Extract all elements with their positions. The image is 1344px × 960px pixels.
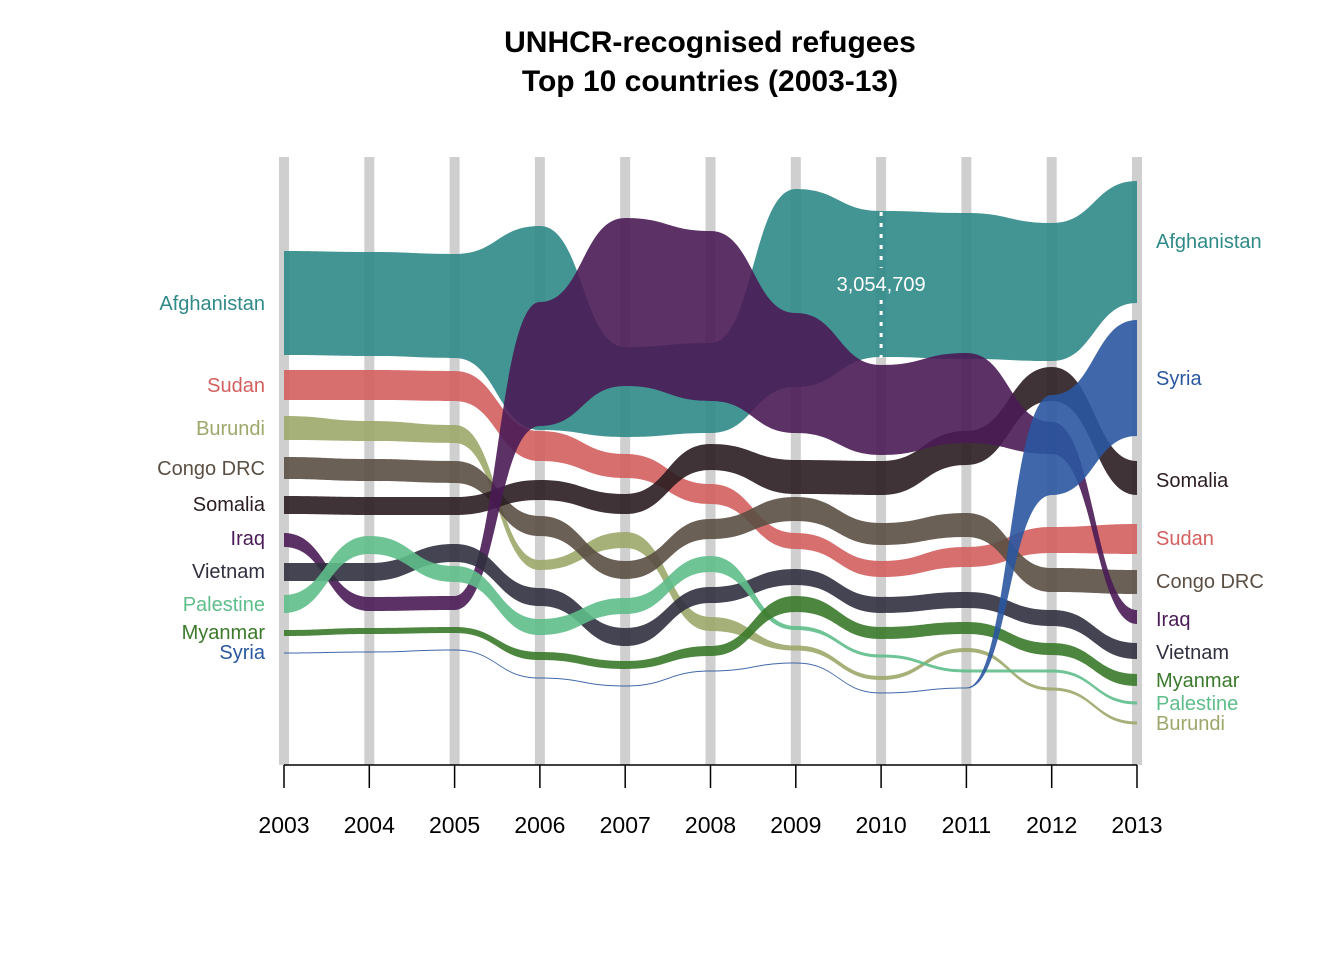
left-label-burundi: Burundi	[196, 418, 265, 440]
right-label-iraq: Iraq	[1156, 609, 1190, 631]
title-line-1: UNHCR-recognised refugees	[504, 26, 916, 59]
title-line-2: Top 10 countries (2003-13)	[522, 65, 898, 98]
stream-iraq	[284, 218, 1137, 624]
stream-palestine	[284, 536, 1137, 705]
x-tick-label-2012: 2012	[1026, 812, 1077, 838]
left-label-palestine: Palestine	[183, 594, 265, 616]
chart-title: UNHCR-recognised refugees Top 10 countri…	[504, 26, 916, 98]
right-label-vietnam: Vietnam	[1156, 642, 1229, 664]
x-tick-label-2010: 2010	[856, 812, 907, 838]
streams	[284, 181, 1137, 725]
x-tick-label-2009: 2009	[770, 812, 821, 838]
left-series-labels: Afghanistan Sudan Burundi Congo DRC Somalia I…	[157, 293, 266, 664]
left-label-vietnam: Vietnam	[192, 561, 265, 583]
right-label-afghanistan: Afghanistan	[1156, 231, 1262, 253]
left-label-syria: Syria	[219, 642, 265, 664]
right-label-sudan: Sudan	[1156, 528, 1214, 550]
left-label-afghanistan: Afghanistan	[159, 293, 265, 315]
x-tick-label-2013: 2013	[1111, 812, 1162, 838]
x-tick-label-2006: 2006	[514, 812, 565, 838]
x-tick-label-2008: 2008	[685, 812, 736, 838]
right-label-syria: Syria	[1156, 368, 1202, 390]
left-label-congo-drc: Congo DRC	[157, 458, 265, 480]
x-tick-label-2003: 2003	[258, 812, 309, 838]
value-annotation: 3,054,709	[837, 212, 926, 358]
right-label-somalia: Somalia	[1156, 470, 1229, 492]
left-label-somalia: Somalia	[193, 494, 266, 516]
x-tick-label-2011: 2011	[942, 812, 991, 838]
stream-afghanistan	[284, 181, 1137, 437]
annotation-value: 3,054,709	[837, 274, 926, 296]
right-label-congo-drc: Congo DRC	[1156, 571, 1264, 593]
left-label-sudan: Sudan	[207, 375, 265, 397]
x-tick-label-2004: 2004	[344, 812, 395, 838]
x-axis: 2003 2004 2005 2006 2007 2008 2009 2010 2011 2012…	[258, 764, 1163, 838]
right-label-myanmar: Myanmar	[1156, 670, 1240, 692]
stream-vietnam	[284, 544, 1137, 659]
stream-sudan	[284, 370, 1137, 577]
left-label-myanmar: Myanmar	[182, 622, 266, 644]
stream-somalia	[284, 367, 1137, 515]
right-label-palestine: Palestine	[1156, 693, 1238, 715]
right-label-burundi: Burundi	[1156, 713, 1225, 735]
x-tick-label-2007: 2007	[600, 812, 651, 838]
left-label-iraq: Iraq	[231, 528, 265, 550]
x-tick-label-2005: 2005	[429, 812, 480, 838]
right-series-labels: Afghanistan Sudan Burundi Congo DRC Somalia I…	[1156, 231, 1264, 735]
